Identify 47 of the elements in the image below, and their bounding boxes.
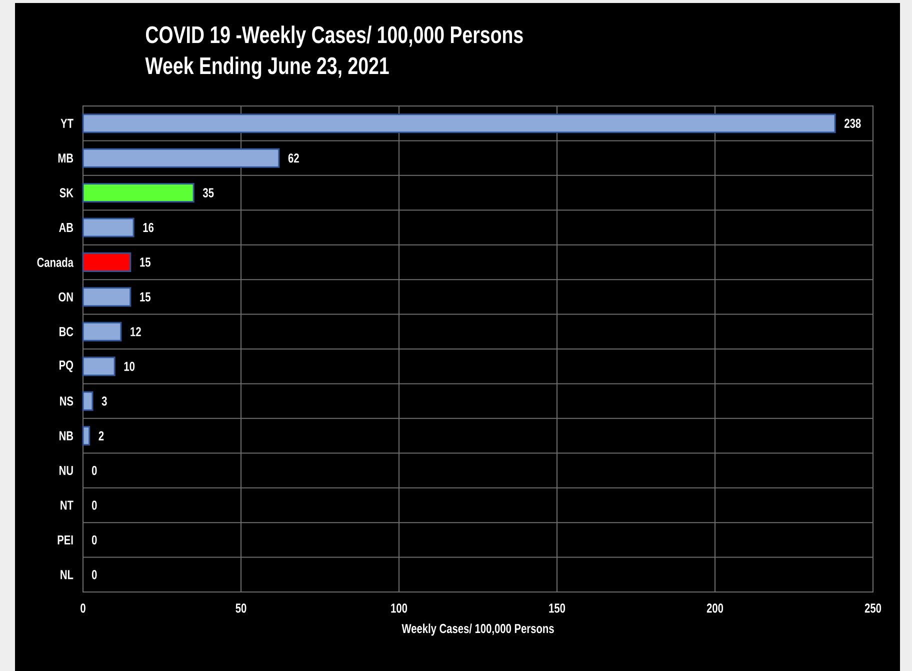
y-tick-label: NS — [60, 396, 74, 406]
bar — [82, 183, 194, 203]
y-tick-label: MB — [58, 154, 74, 163]
data-label: 62 — [288, 153, 299, 163]
x-tick-label: 200 — [706, 604, 724, 613]
x-tick-label: 50 — [236, 604, 246, 613]
data-label: 15 — [140, 258, 150, 267]
y-tick-label: NU — [60, 466, 73, 476]
x-tick-label: 100 — [391, 604, 408, 613]
bar — [82, 426, 90, 446]
data-label: 16 — [143, 222, 154, 232]
data-label: 3 — [102, 396, 107, 406]
bar — [82, 356, 116, 376]
data-label: 15 — [140, 292, 150, 302]
bar — [82, 218, 134, 238]
y-tick-label: NL — [60, 570, 74, 580]
y-tick-label: AB — [59, 223, 74, 232]
bar — [82, 148, 280, 168]
bar — [82, 114, 836, 134]
y-tick-label: Canada — [37, 257, 74, 267]
x-tick-label: 250 — [864, 604, 882, 613]
data-label: 0 — [92, 466, 97, 476]
y-tick-label: YT — [60, 118, 74, 128]
data-label: 0 — [92, 500, 97, 510]
x-tick-label: 150 — [549, 604, 566, 613]
y-tick-label: PEI — [58, 535, 73, 544]
data-label: 0 — [92, 570, 97, 580]
x-axis-title: Weekly Cases/ 100,000 Persons — [402, 624, 554, 636]
y-tick-label: PQ — [60, 360, 74, 372]
bar — [82, 252, 132, 272]
y-tick-label: BC — [60, 327, 74, 336]
bar — [82, 287, 132, 307]
data-label: 238 — [844, 118, 861, 128]
bar — [82, 391, 94, 411]
data-label: 10 — [124, 362, 135, 371]
bar — [82, 322, 122, 342]
y-tick-label: NB — [60, 431, 74, 440]
chart-title: COVID 19 -Weekly Cases/ 100,000 Persons — [146, 26, 523, 48]
chart-subtitle: Week Ending June 23, 2021 — [145, 56, 389, 80]
data-label: 0 — [92, 535, 97, 545]
data-label: 12 — [130, 327, 141, 336]
x-tick-label: 0 — [80, 604, 86, 613]
y-tick-label: ON — [58, 292, 73, 302]
y-tick-label: SK — [60, 188, 74, 198]
data-label: 2 — [98, 431, 104, 440]
y-tick-label: NT — [60, 500, 74, 510]
data-label: 35 — [202, 188, 214, 198]
